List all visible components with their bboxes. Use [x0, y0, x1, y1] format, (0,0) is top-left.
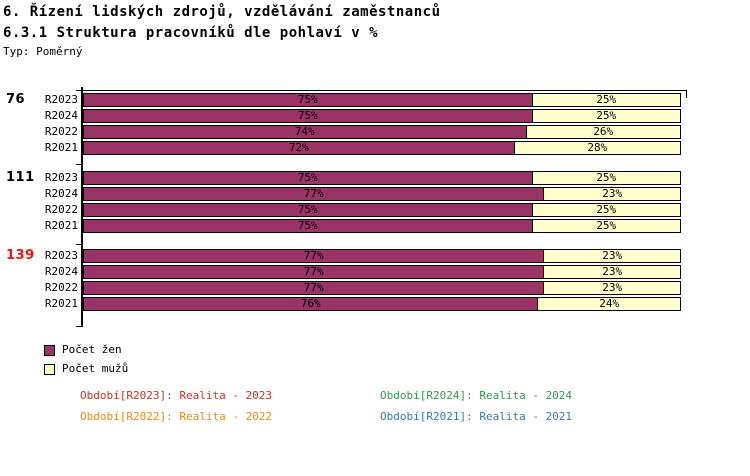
period-label: Období[R2024]: Realita - 2024: [380, 389, 573, 402]
axis-tick: [76, 164, 82, 165]
group-total-label: 139: [6, 248, 35, 263]
women-segment: 77%: [83, 265, 544, 279]
bar-row: R2022 77% 23%: [0, 281, 750, 295]
women-segment: 72%: [83, 141, 514, 155]
row-label: R2021: [44, 141, 78, 154]
men-segment: 25%: [531, 109, 681, 123]
bar-row: 111 R2023 75% 25%: [0, 171, 750, 185]
value-axis-end-tick: [686, 90, 687, 98]
bar-track: 75% 25%: [83, 171, 681, 185]
axis-tick: [76, 90, 82, 91]
page-title: 6. Řízení lidských zdrojů, vzdělávání za…: [3, 4, 441, 20]
row-label: R2021: [44, 219, 78, 232]
men-segment: 23%: [543, 265, 681, 279]
men-segment: 25%: [531, 219, 681, 233]
legend-swatch: [44, 344, 55, 356]
row-label: R2022: [44, 281, 78, 294]
bar-group: 76 R2023 75% 25% R2024 75% 25% R2022 74% 26% R2021…: [0, 93, 750, 155]
group-total-label: [0, 203, 42, 217]
bar-row: R2022 75% 25%: [0, 203, 750, 217]
group-total-label: [0, 265, 42, 279]
legend-label: Počet žen: [62, 343, 122, 356]
bar-track: 75% 25%: [83, 93, 681, 107]
group-total-label: [0, 141, 42, 155]
bar-track: 76% 24%: [83, 297, 681, 311]
row-label: R2023: [44, 93, 78, 106]
bar-row: R2021 72% 28%: [0, 141, 750, 155]
women-segment: 77%: [83, 281, 544, 295]
chart-subtitle: 6.3.1 Struktura pracovníků dle pohlaví v…: [3, 25, 379, 41]
men-segment: 28%: [513, 141, 681, 155]
group-total-label: 111: [6, 170, 35, 185]
row-label: R2024: [44, 265, 78, 278]
row-label: R2021: [44, 297, 78, 310]
men-segment: 25%: [531, 203, 681, 217]
bar-track: 74% 26%: [83, 125, 681, 139]
women-segment: 77%: [83, 187, 544, 201]
legend-swatch: [44, 363, 55, 375]
bar-track: 75% 25%: [83, 109, 681, 123]
bar-row: 139 R2023 77% 23%: [0, 249, 750, 263]
bar-row: R2024 77% 23%: [0, 187, 750, 201]
group-total-label: [0, 109, 42, 123]
axis-tick: [76, 326, 82, 327]
men-segment: 25%: [531, 93, 681, 107]
men-segment: 26%: [525, 125, 681, 139]
legend: Počet žen Počet mužů: [44, 344, 128, 382]
period-label: Období[R2023]: Realita - 2023: [80, 389, 273, 402]
women-segment: 75%: [83, 219, 532, 233]
row-label: R2024: [44, 187, 78, 200]
men-segment: 23%: [543, 249, 681, 263]
women-segment: 75%: [83, 109, 532, 123]
group-total-label: [0, 187, 42, 201]
bar-row: R2021 76% 24%: [0, 297, 750, 311]
legend-item: Počet mužů: [44, 363, 128, 375]
row-label: R2024: [44, 109, 78, 122]
women-segment: 77%: [83, 249, 544, 263]
bar-row: 76 R2023 75% 25%: [0, 93, 750, 107]
period-label: Období[R2022]: Realita - 2022: [80, 410, 273, 423]
row-label: R2023: [44, 249, 78, 262]
group-total-label: 76: [6, 92, 26, 107]
women-segment: 74%: [83, 125, 526, 139]
bar-track: 77% 23%: [83, 187, 681, 201]
men-segment: 23%: [543, 281, 681, 295]
bar-row: R2024 75% 25%: [0, 109, 750, 123]
bar-row: R2022 74% 26%: [0, 125, 750, 139]
bar-row: R2021 75% 25%: [0, 219, 750, 233]
axis-tick: [76, 244, 82, 245]
bar-track: 75% 25%: [83, 219, 681, 233]
women-segment: 75%: [83, 203, 532, 217]
bar-track: 77% 23%: [83, 281, 681, 295]
men-segment: 24%: [537, 297, 681, 311]
group-total-label: [0, 281, 42, 295]
chart-type-label: Typ: Poměrný: [3, 45, 83, 58]
legend-label: Počet mužů: [62, 362, 129, 375]
bar-groups: 76 R2023 75% 25% R2024 75% 25% R2022 74% 26% R2021…: [0, 93, 750, 327]
row-label: R2022: [44, 125, 78, 138]
men-segment: 23%: [543, 187, 681, 201]
women-segment: 76%: [83, 297, 538, 311]
bar-track: 72% 28%: [83, 141, 681, 155]
women-segment: 75%: [83, 93, 532, 107]
bar-group: 111 R2023 75% 25% R2024 77% 23% R2022 75% 25% R202…: [0, 171, 750, 233]
bar-group: 139 R2023 77% 23% R2024 77% 23% R2022 77% 23% R202…: [0, 249, 750, 311]
men-segment: 25%: [531, 171, 681, 185]
row-label: R2023: [44, 171, 78, 184]
period-footer: Období[R2023]: Realita - 2023 Období[R202…: [80, 390, 572, 423]
bar-row: R2024 77% 23%: [0, 265, 750, 279]
women-segment: 75%: [83, 171, 532, 185]
bar-track: 77% 23%: [83, 265, 681, 279]
group-total-label: [0, 297, 42, 311]
row-label: R2022: [44, 203, 78, 216]
group-total-label: [0, 219, 42, 233]
bar-track: 77% 23%: [83, 249, 681, 263]
group-total-label: [0, 125, 42, 139]
legend-item: Počet žen: [44, 344, 128, 356]
category-axis-line: [81, 87, 83, 327]
value-axis-line: [83, 90, 687, 91]
bar-track: 75% 25%: [83, 203, 681, 217]
period-label: Období[R2021]: Realita - 2021: [380, 410, 573, 423]
